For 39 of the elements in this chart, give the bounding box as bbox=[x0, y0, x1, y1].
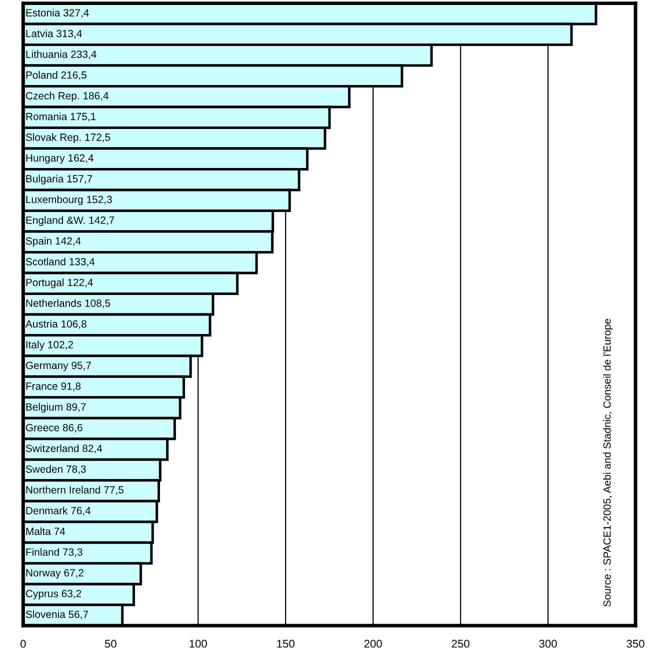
category-label: Greece 86,6 bbox=[26, 424, 82, 433]
category-label: Denmark 76,4 bbox=[26, 506, 91, 516]
category-label: Switzerland 82,4 bbox=[26, 444, 102, 454]
category-label: Czech Rep. 186,4 bbox=[26, 92, 109, 102]
category-label: Northern Ireland 77,5 bbox=[26, 486, 124, 495]
category-label: Norway 67,2 bbox=[26, 569, 84, 579]
x-tick-label: 200 bbox=[364, 640, 382, 648]
category-label: Slovak Rep. 172,5 bbox=[26, 133, 110, 143]
x-tick-label: 0 bbox=[20, 640, 26, 648]
category-label: Romania 175,1 bbox=[26, 112, 96, 122]
category-label: Germany 95,7 bbox=[26, 362, 91, 372]
category-label: Latvia 313,4 bbox=[26, 30, 82, 38]
category-label: Slovenia 56,7 bbox=[26, 610, 88, 620]
x-tick-label: 350 bbox=[626, 640, 644, 648]
category-label: Belgium 89,7 bbox=[26, 402, 86, 413]
category-label: Estonia 327,4 bbox=[26, 8, 89, 18]
x-tick-label: 300 bbox=[539, 640, 557, 648]
category-label: Hungary 162,4 bbox=[26, 154, 94, 164]
category-label: Austria 106,8 bbox=[25, 320, 86, 329]
annotation: Source : SPACE1-2005, Aebi and Stadnic, Conseil de l'Europe bbox=[603, 318, 613, 606]
category-label: Scotland 133,4 bbox=[26, 258, 95, 267]
category-label: Bulgaria 157,7 bbox=[26, 174, 92, 184]
x-tick-label: 250 bbox=[452, 640, 470, 648]
category-label: Luxembourg 152,3 bbox=[26, 196, 112, 206]
category-label: England &W. 142,7 bbox=[26, 216, 114, 226]
category-label: Lithuania 233,4 bbox=[26, 50, 96, 60]
x-tick-label: 150 bbox=[277, 640, 294, 648]
category-label: Portugal 122,4 bbox=[26, 278, 93, 288]
category-label: Netherlands 108,5 bbox=[26, 299, 110, 308]
category-label: France 91,8 bbox=[26, 382, 81, 392]
category-label: Poland 216,5 bbox=[26, 71, 86, 80]
category-label: Cyprus 63,2 bbox=[26, 590, 82, 600]
category-label: Finland 73,3 bbox=[26, 548, 82, 558]
x-tick-label: 50 bbox=[104, 640, 116, 648]
category-label: Sweden 78,3 bbox=[26, 465, 86, 474]
category-label: Italy 102,2 bbox=[26, 340, 73, 350]
category-label: Malta 74 bbox=[26, 527, 66, 536]
category-label: Spain 142,4 bbox=[26, 236, 81, 247]
x-tick-label: 100 bbox=[190, 640, 207, 648]
